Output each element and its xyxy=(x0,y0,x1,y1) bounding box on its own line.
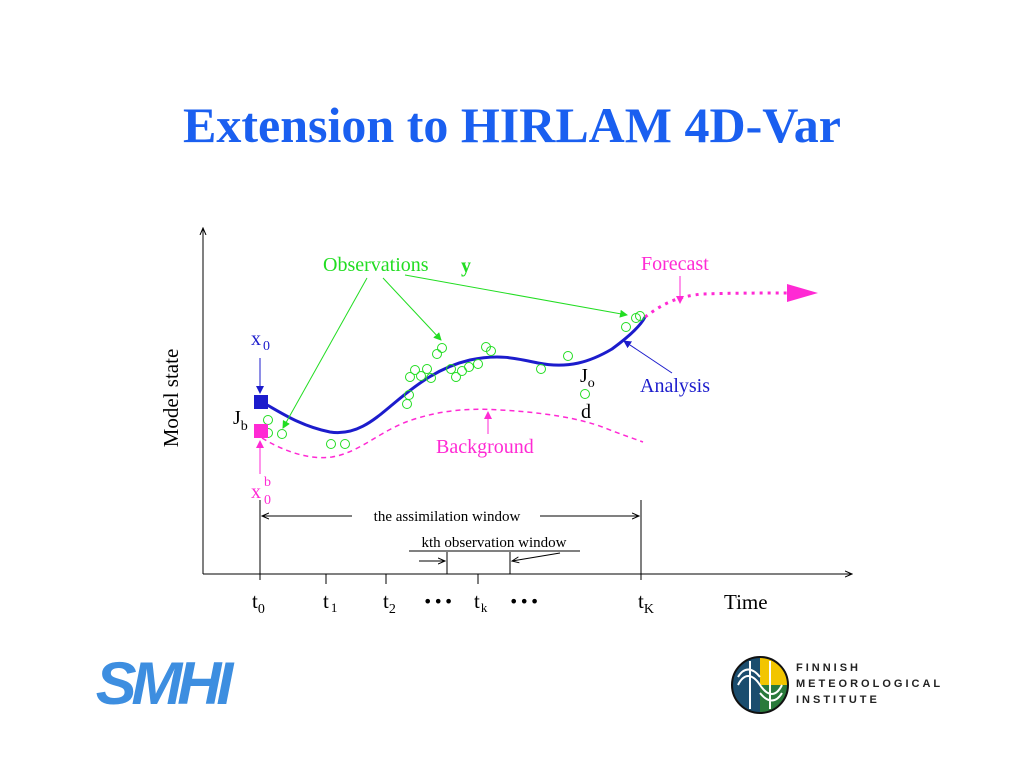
y-axis-label: Model state xyxy=(159,349,183,448)
observation-point xyxy=(621,322,631,332)
svg-text:t1: t1 xyxy=(323,589,337,615)
obs-pointer-2 xyxy=(382,277,442,341)
xb-marker xyxy=(254,424,268,438)
observation-point xyxy=(457,366,467,376)
analysis-label: Analysis xyxy=(640,375,710,397)
svg-text:tK: tK xyxy=(638,589,654,617)
fmi-emblem-icon xyxy=(731,656,789,714)
background-label: Background xyxy=(436,436,534,458)
observations-symbol: y xyxy=(461,255,471,277)
analysis-curve xyxy=(261,316,647,435)
observation-point xyxy=(437,343,447,353)
svg-text:tk: tk xyxy=(474,589,488,615)
background-curve xyxy=(261,408,644,459)
jo-label: Jo xyxy=(580,365,595,391)
kth-window-label: kth observation window xyxy=(422,535,567,551)
observation-point xyxy=(536,364,546,374)
observation-point xyxy=(446,364,456,374)
observation-point xyxy=(635,311,645,321)
smhi-logo: SMHI xyxy=(95,650,234,717)
svg-text:t0: t0 xyxy=(252,589,265,617)
xb-sub: 0 xyxy=(264,493,271,508)
fmi-line-3: INSTITUTE xyxy=(796,694,880,706)
observation-point xyxy=(402,399,412,409)
x0-marker xyxy=(254,395,268,409)
ellipsis-2: ••• xyxy=(509,592,540,611)
x-axis-label: Time xyxy=(724,590,768,614)
forecast-arrowhead xyxy=(787,284,818,302)
jb-label: Jb xyxy=(233,407,248,434)
forecast-curve xyxy=(644,291,789,319)
tick-t0: t0 xyxy=(252,589,265,617)
observation-point xyxy=(340,439,350,449)
analysis-pointer xyxy=(623,340,673,374)
fmi-text: FINNISH METEOROLOGICAL INSTITUTE xyxy=(796,660,943,708)
assimilation-window-label: the assimilation window xyxy=(374,509,521,525)
d-label: d xyxy=(581,401,591,423)
observation-point xyxy=(473,359,483,369)
svg-text:t2: t2 xyxy=(383,589,396,617)
fmi-line-2: METEOROLOGICAL xyxy=(796,678,944,690)
observation-point xyxy=(410,365,420,375)
observation-point xyxy=(464,362,474,372)
observation-point xyxy=(580,389,590,399)
observation-point xyxy=(405,372,415,382)
observation-point xyxy=(416,371,426,381)
fmi-line-1: FINNISH xyxy=(796,662,861,674)
tick-tk: tk xyxy=(474,589,488,615)
observation-point xyxy=(563,351,573,361)
observation-point xyxy=(486,346,496,356)
forecast-label: Forecast xyxy=(641,253,709,275)
xb-sup: b xyxy=(264,475,271,490)
observation-point xyxy=(404,390,414,400)
ellipsis-1: ••• xyxy=(423,592,454,611)
kth-arrow-right xyxy=(512,552,561,561)
fmi-logo: FINNISH METEOROLOGICAL INSTITUTE xyxy=(730,655,980,715)
xb-label: x xyxy=(251,481,261,503)
observation-point xyxy=(426,373,436,383)
slide-title: Extension to HIRLAM 4D-Var xyxy=(183,97,841,153)
obs-pointer-1 xyxy=(282,277,368,429)
obs-pointer-3 xyxy=(404,274,628,318)
observation-point xyxy=(432,349,442,359)
tick-t2: t2 xyxy=(383,589,396,617)
observation-point xyxy=(422,364,432,374)
observation-point xyxy=(326,439,336,449)
observation-point xyxy=(277,429,287,439)
observations-label: Observations xyxy=(323,254,429,276)
observation-point xyxy=(451,372,461,382)
tick-tK: tK xyxy=(638,589,654,617)
observation-point xyxy=(263,415,273,425)
